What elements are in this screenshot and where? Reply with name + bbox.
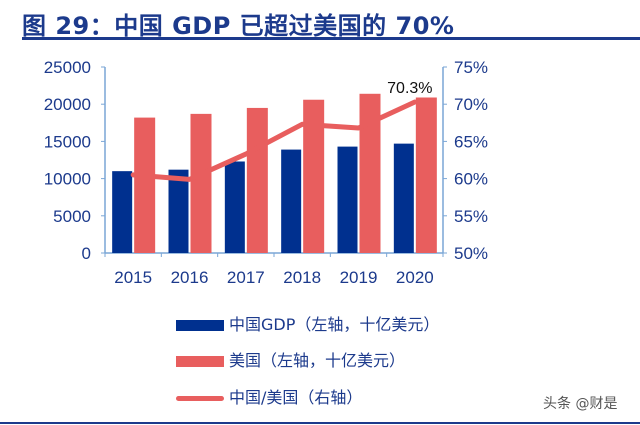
right-tick-label: 50% [454,244,488,263]
bar-us-gdp [134,117,156,253]
left-tick-label: 0 [82,244,91,263]
bar-us-gdp [246,107,268,253]
left-tick-label: 15000 [44,132,91,151]
data-label-2020: 70.3% [387,80,432,97]
bar-us-gdp [415,97,437,253]
chart-title: 图 29：中国 GDP 已超过美国的 70% [22,12,455,40]
legend-item-ratio: 中国/美国（右轴） [176,384,362,408]
watermark: 头条 @财是 [543,396,618,412]
legend-item-us-gdp: 美国（左轴，十亿美元） [176,347,405,371]
right-tick-label: 70% [454,95,488,114]
right-tick-label: 60% [454,170,488,189]
bar-china-gdp [168,169,189,253]
x-tick-label: 2017 [227,268,265,287]
legend-swatch-us [176,356,224,367]
bar-china-gdp [224,161,245,253]
legend-label: 中国GDP（左轴，十亿美元） [229,315,440,334]
left-tick-label: 25000 [44,58,91,77]
legend-item-china-gdp: 中国GDP（左轴，十亿美元） [176,311,439,335]
left-tick-label: 20000 [44,95,91,114]
bar-us-gdp [359,93,381,253]
legend-swatch-china [176,320,224,331]
x-tick-label: 2020 [396,268,434,287]
bar-us-gdp [190,113,212,253]
x-tick-label: 2016 [171,268,209,287]
legend-label: 中国/美国（右轴） [229,388,363,407]
bar-china-gdp [112,171,133,253]
left-tick-label: 10000 [44,170,91,189]
right-tick-label: 75% [454,58,488,77]
line-china-us-ratio [130,99,418,182]
right-tick-label: 55% [454,207,488,226]
left-tick-label: 5000 [53,207,91,226]
x-tick-label: 2015 [114,268,152,287]
bottom-divider [0,422,640,424]
bar-china-gdp [393,143,414,253]
right-tick-label: 65% [454,132,488,151]
x-tick-label: 2019 [340,268,378,287]
title-divider [22,37,640,40]
bar-china-gdp [337,146,358,253]
legend-swatch-ratio [176,396,224,401]
bar-us-gdp [303,99,325,254]
x-tick-label: 2018 [283,268,321,287]
bar-china-gdp [281,149,302,253]
legend-label: 美国（左轴，十亿美元） [229,351,406,370]
chart-plot: 0 5000 10000 15000 20000 25000 50% 55% 60% 65% 70%… [44,58,488,287]
